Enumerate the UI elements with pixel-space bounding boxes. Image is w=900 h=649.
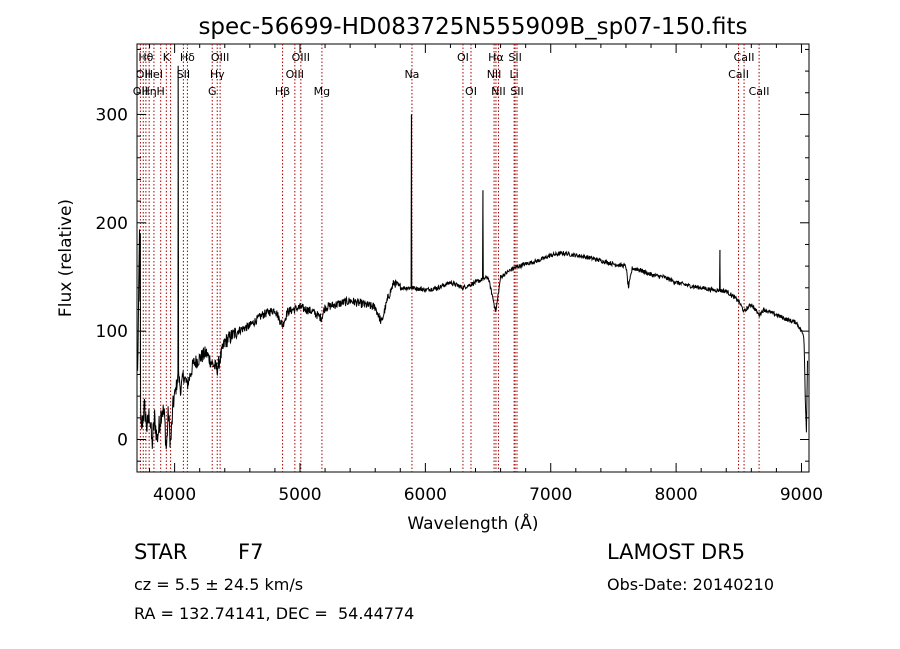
line-marker-label: HeI (145, 68, 163, 81)
object-class: STAR (134, 540, 188, 564)
line-marker-label: Hδ (180, 51, 195, 64)
x-tick-label: 4000 (153, 485, 196, 505)
line-marker-label: OII (133, 85, 148, 98)
line-marker-label: SII (510, 85, 523, 98)
y-tick-label: 100 (96, 322, 128, 342)
redshift-velocity: cz = 5.5 ± 24.5 km/s (134, 575, 304, 594)
line-marker-label: OI (465, 85, 477, 98)
y-axis: 0 100 200 300 (96, 48, 809, 462)
line-marker-label-group: OIIOIIHθHηHeIHKSIIHδGHγOIIIHβOIIIOIIIMgN… (133, 51, 770, 98)
x-tick-label: 7000 (529, 485, 572, 505)
line-marker-label: Hβ (275, 85, 290, 98)
x-tick-label: 9000 (780, 485, 823, 505)
spectrum-line (137, 65, 808, 450)
x-tick-label: 8000 (654, 485, 697, 505)
line-marker-label: Na (404, 68, 419, 81)
x-axis: 4000 5000 6000 7000 8000 9000 (149, 44, 823, 505)
line-marker-label: OIII (286, 68, 304, 81)
line-marker-label: CaII (734, 51, 755, 64)
x-axis-label: Wavelength (Å) (407, 512, 538, 534)
line-marker-label: Hγ (210, 68, 225, 81)
line-marker-label: CaII (749, 85, 770, 98)
line-marker-label: OIII (292, 51, 310, 64)
line-marker-label: NII (491, 85, 506, 98)
spectrum-plot: spec-56699-HD083725N555909B_sp07-150.fit… (56, 14, 823, 534)
x-tick-label: 6000 (404, 485, 447, 505)
x-tick-label: 5000 (278, 485, 321, 505)
y-tick-label: 0 (117, 430, 128, 450)
y-tick-label: 300 (96, 105, 128, 125)
line-marker-label: CaII (728, 68, 749, 81)
coordinates: RA = 132.74141, DEC = 54.44774 (134, 604, 415, 623)
line-marker-label: Mg (314, 85, 330, 98)
line-marker-label: Hθ (138, 51, 153, 64)
y-axis-label: Flux (relative) (56, 199, 76, 317)
line-marker-label: G (208, 85, 217, 98)
line-marker-label: SII (508, 51, 521, 64)
observation-date: Obs-Date: 20140210 (607, 575, 775, 594)
survey-name: LAMOST DR5 (607, 540, 746, 564)
line-marker-label: OIII (211, 51, 229, 64)
chart-title: spec-56699-HD083725N555909B_sp07-150.fit… (198, 14, 747, 40)
line-marker-label: OI (457, 51, 469, 64)
plot-frame (136, 43, 810, 473)
line-marker-label: Li (510, 68, 519, 81)
line-marker-group (139, 44, 760, 472)
line-marker-label: SII (177, 68, 190, 81)
line-marker-label: Hα (488, 51, 504, 64)
line-marker-label: H (157, 85, 165, 98)
line-marker-label: Hη (142, 85, 157, 98)
y-tick-label: 200 (96, 214, 128, 234)
line-marker-label: K (163, 51, 171, 64)
line-marker-label: NII (487, 68, 502, 81)
object-subclass: F7 (238, 540, 264, 564)
